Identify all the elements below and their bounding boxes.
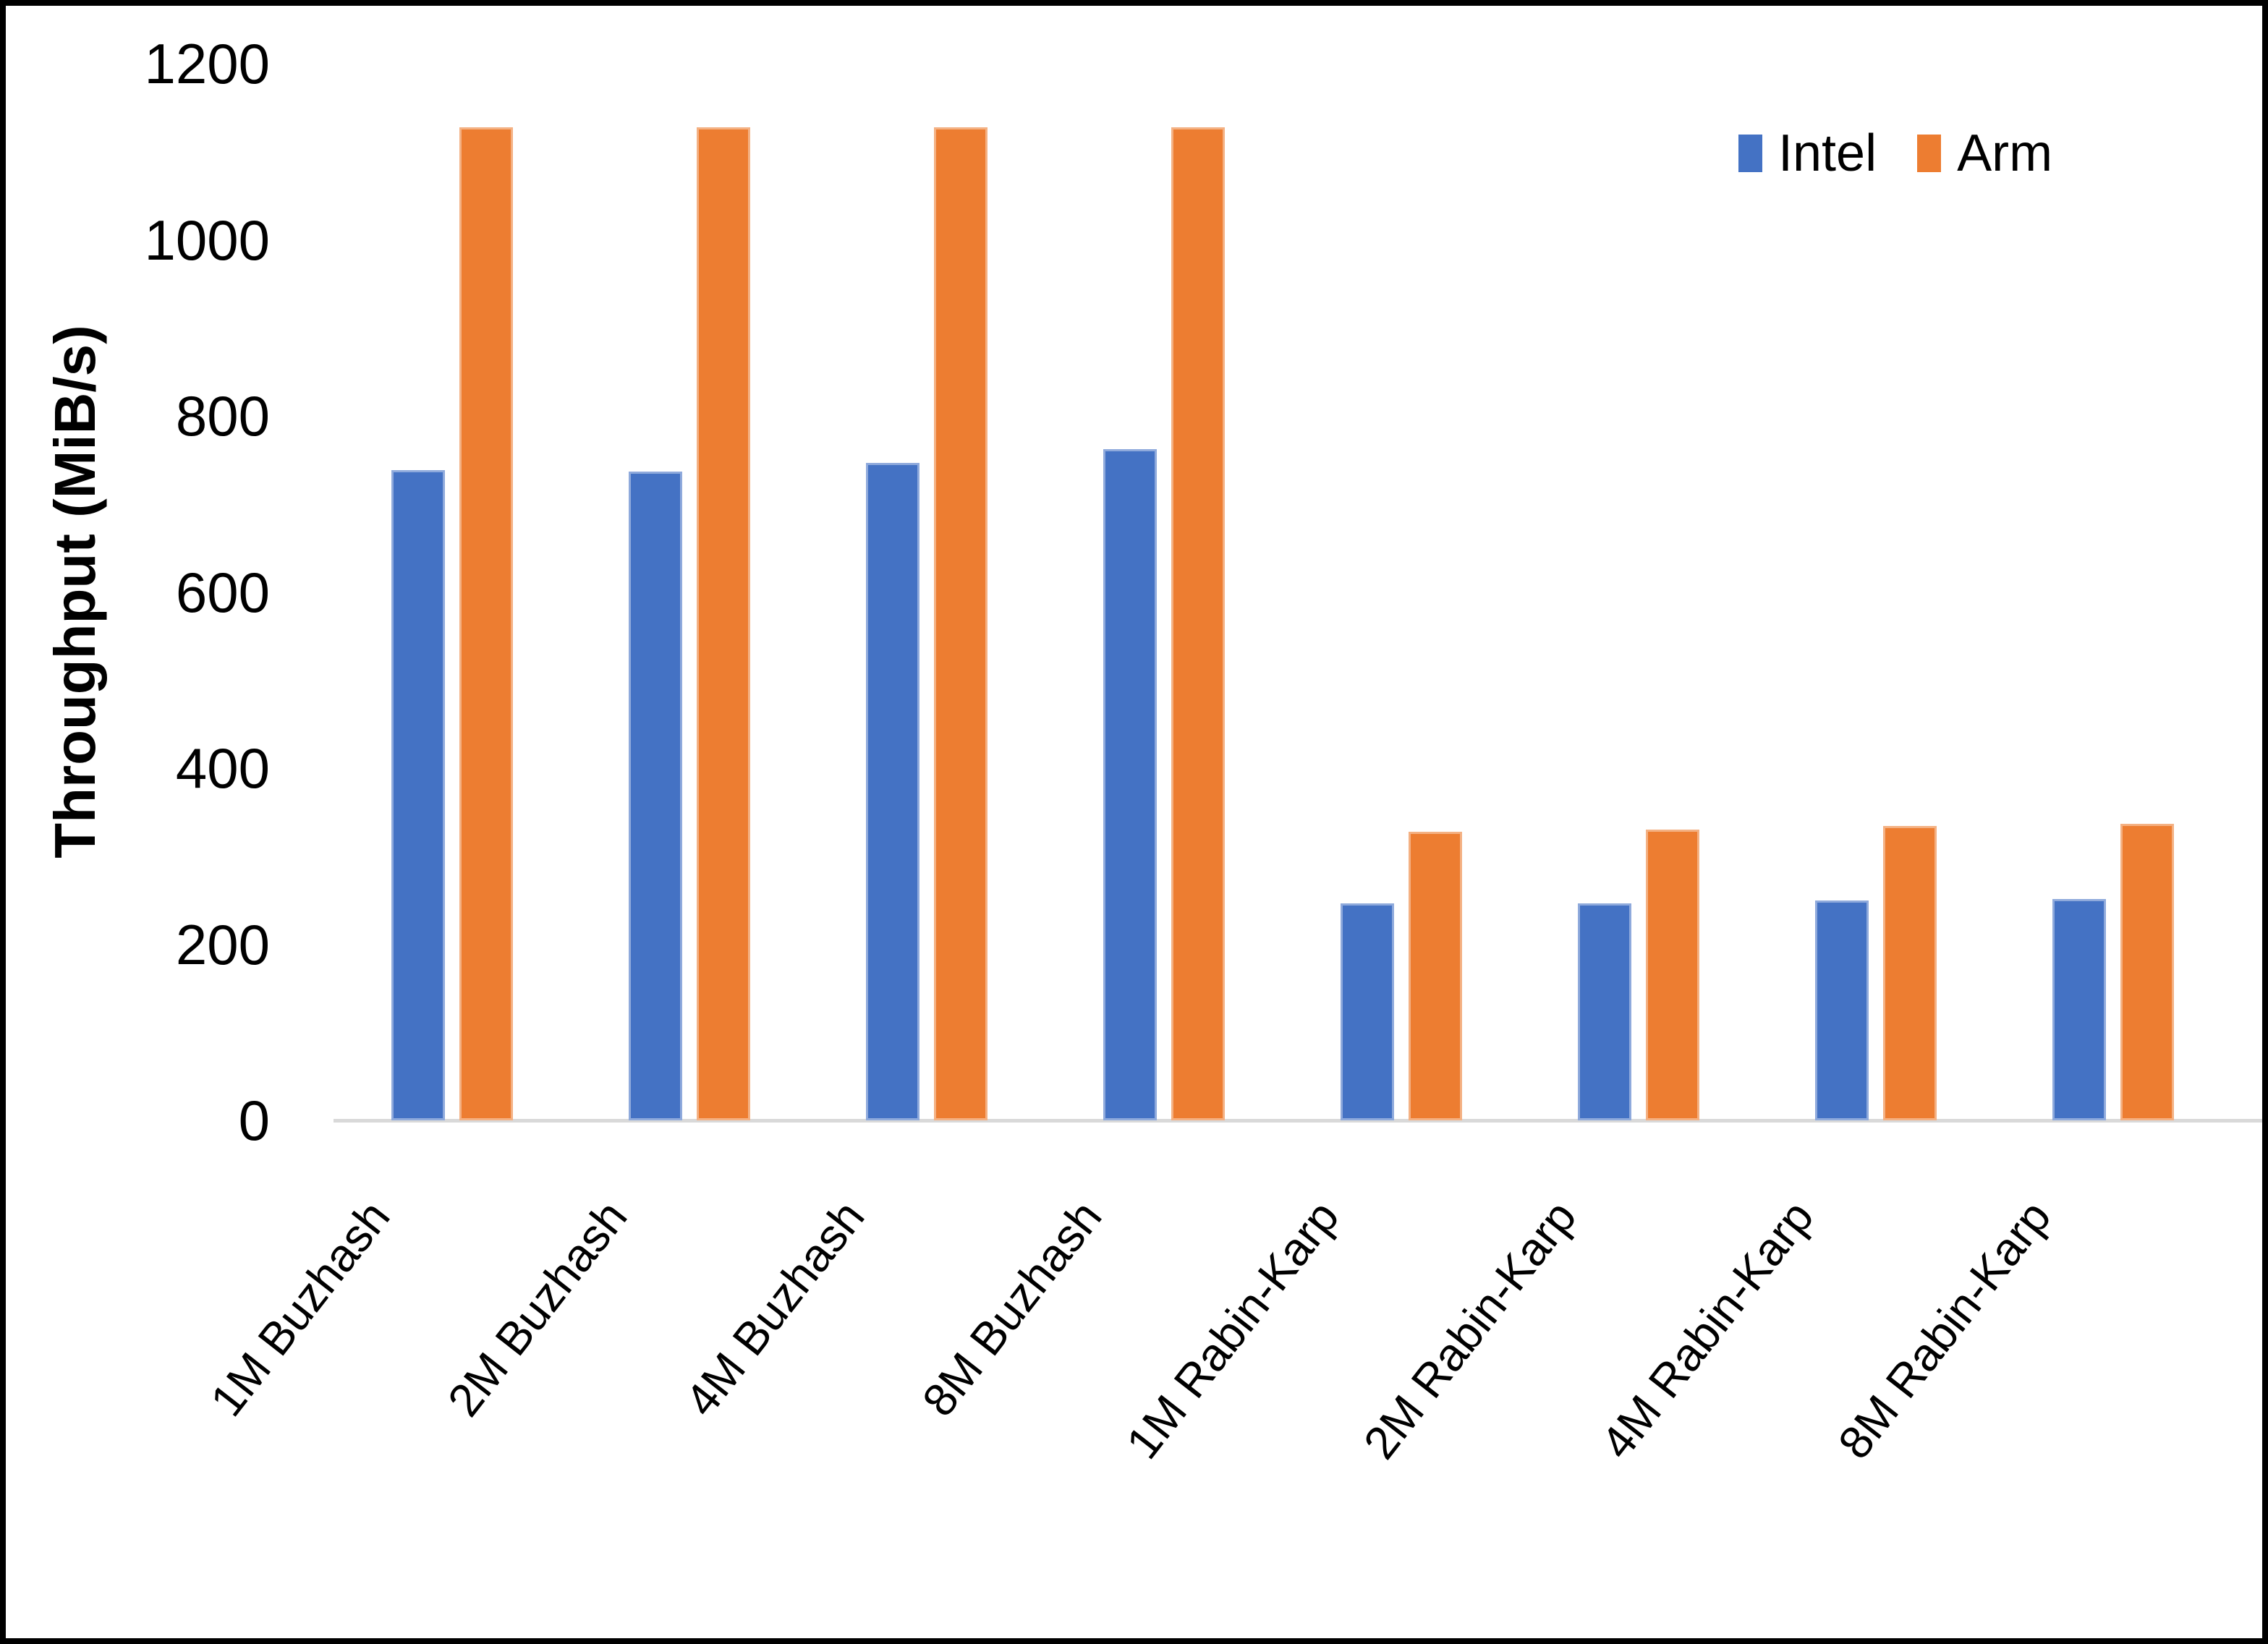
bar-intel-8m-rabin-karp — [2052, 899, 2106, 1120]
bar-arm-2m-buzhash — [697, 127, 750, 1120]
legend-label-intel: Intel — [1778, 124, 1877, 182]
bar-intel-2m-rabin-karp — [1578, 903, 1631, 1120]
x-label-1m-rabin-karp: 1M Rabin-Karp — [1116, 1191, 1349, 1469]
legend-item-intel: Intel — [1738, 127, 1877, 179]
bar-intel-4m-buzhash — [866, 462, 919, 1120]
bar-arm-1m-rabin-karp — [1409, 831, 1462, 1120]
bar-intel-4m-rabin-karp — [1815, 900, 1869, 1120]
bar-intel-2m-buzhash — [629, 471, 682, 1120]
y-tick-1200: 1200 — [144, 32, 270, 95]
x-label-1m-buzhash: 1M Buzhash — [200, 1191, 400, 1426]
bar-arm-2m-rabin-karp — [1646, 830, 1699, 1120]
x-label-8m-buzhash: 8M Buzhash — [912, 1191, 1112, 1426]
bar-arm-8m-rabin-karp — [2120, 823, 2174, 1120]
x-label-2m-buzhash: 2M Buzhash — [437, 1191, 637, 1426]
bar-intel-1m-rabin-karp — [1341, 903, 1394, 1120]
x-label-2m-rabin-karp: 2M Rabin-Karp — [1353, 1191, 1587, 1469]
legend: Intel Arm — [1738, 127, 2052, 179]
bar-intel-8m-buzhash — [1103, 449, 1157, 1120]
y-tick-200: 200 — [175, 912, 270, 976]
y-tick-800: 800 — [175, 384, 270, 448]
legend-label-arm: Arm — [1957, 124, 2053, 182]
y-tick-600: 600 — [175, 560, 270, 624]
y-tick-400: 400 — [175, 736, 270, 800]
bar-arm-4m-rabin-karp — [1883, 826, 1937, 1120]
y-tick-0: 0 — [238, 1089, 270, 1152]
x-label-4m-buzhash: 4M Buzhash — [674, 1191, 875, 1426]
legend-swatch-intel — [1738, 135, 1762, 172]
legend-swatch-arm — [1917, 135, 1942, 172]
bar-arm-4m-buzhash — [934, 127, 988, 1120]
y-tick-1000: 1000 — [144, 208, 270, 272]
bar-arm-1m-buzhash — [459, 127, 513, 1120]
x-label-8m-rabin-karp: 8M Rabin-Karp — [1827, 1191, 2061, 1469]
bar-intel-1m-buzhash — [391, 470, 445, 1120]
x-label-4m-rabin-karp: 4M Rabin-Karp — [1590, 1191, 1824, 1469]
x-axis-line — [334, 1119, 2262, 1123]
legend-item-arm: Arm — [1917, 127, 2052, 179]
bar-arm-8m-buzhash — [1171, 127, 1225, 1120]
